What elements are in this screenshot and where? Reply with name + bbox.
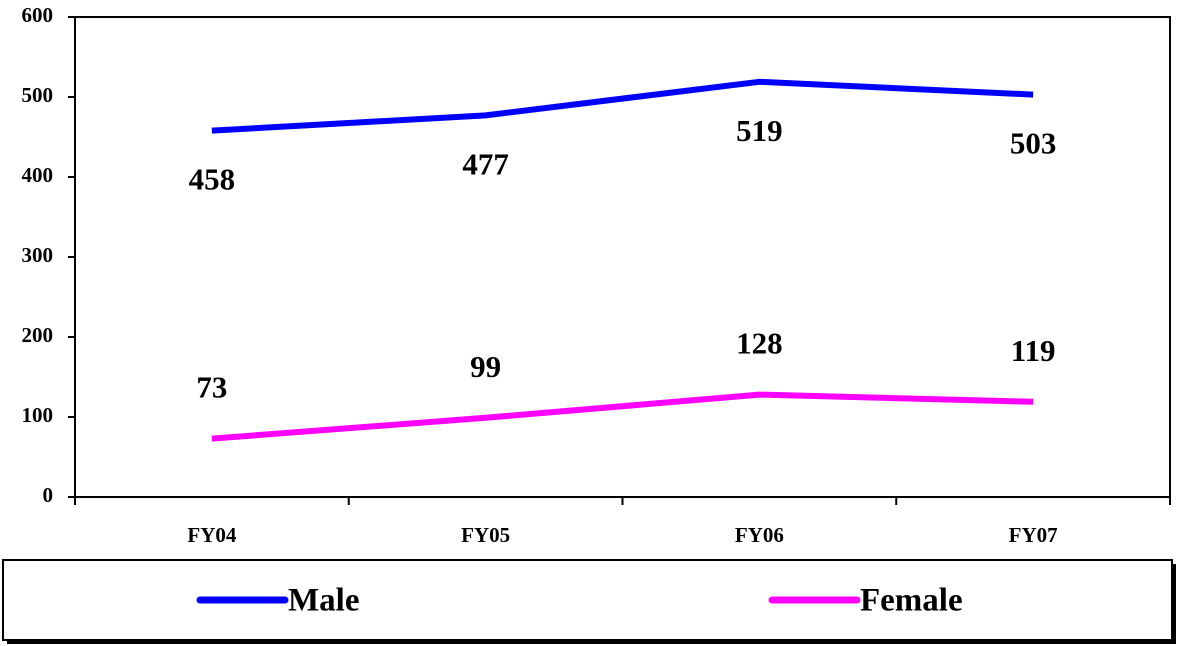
line-series: [211, 78, 1034, 134]
x-tick-label: FY04: [187, 523, 236, 547]
data-label: 99: [470, 349, 501, 384]
plot-area: [74, 16, 1171, 498]
y-tick-label: 400: [22, 163, 54, 187]
x-tick-label: FY07: [1009, 523, 1058, 547]
data-label: 128: [736, 326, 783, 361]
data-label: 477: [462, 147, 509, 182]
data-label: 458: [189, 162, 236, 197]
data-label: 119: [1011, 333, 1056, 368]
y-tick-label: 0: [43, 483, 54, 507]
legend-label: Female: [860, 583, 963, 619]
y-tick-label: 200: [22, 323, 54, 347]
data-label: 73: [196, 370, 227, 405]
x-tick-label: FY05: [461, 523, 510, 547]
y-tick-label: 300: [22, 243, 54, 267]
x-tick-label: FY06: [735, 523, 784, 547]
line-series: [211, 391, 1034, 442]
y-tick-label: 500: [22, 83, 54, 107]
legend-label: Male: [288, 583, 359, 619]
y-tick-label: 100: [22, 403, 54, 427]
y-tick-label: 600: [22, 3, 54, 27]
data-label: 503: [1010, 126, 1057, 161]
data-label: 519: [736, 113, 783, 148]
legend-box: [2, 559, 1173, 641]
